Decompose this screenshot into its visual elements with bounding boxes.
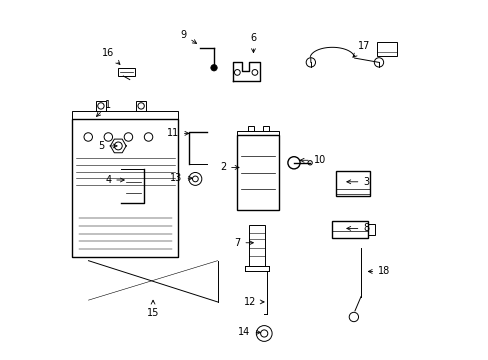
Bar bbox=[237, 131, 278, 135]
Text: 4: 4 bbox=[105, 175, 124, 185]
Text: 8: 8 bbox=[346, 224, 369, 233]
Bar bbox=[335, 171, 369, 196]
Bar bbox=[118, 68, 135, 76]
Bar bbox=[248, 225, 264, 266]
Text: 1: 1 bbox=[96, 100, 111, 116]
Text: 16: 16 bbox=[102, 48, 120, 64]
Text: 6: 6 bbox=[250, 33, 256, 53]
Bar bbox=[72, 111, 178, 119]
Bar bbox=[96, 101, 106, 111]
Text: 11: 11 bbox=[166, 129, 188, 138]
Text: 3: 3 bbox=[346, 177, 369, 187]
Text: 17: 17 bbox=[352, 41, 370, 57]
Bar bbox=[332, 221, 367, 238]
Text: 5: 5 bbox=[98, 141, 117, 151]
Text: 10: 10 bbox=[300, 155, 325, 165]
Circle shape bbox=[210, 64, 217, 71]
Text: 7: 7 bbox=[234, 238, 253, 248]
Text: 13: 13 bbox=[170, 173, 192, 183]
Text: 12: 12 bbox=[243, 297, 264, 307]
Bar bbox=[72, 119, 178, 257]
Text: 15: 15 bbox=[146, 300, 159, 318]
Bar bbox=[263, 126, 268, 131]
Bar bbox=[367, 225, 374, 234]
Text: 9: 9 bbox=[180, 30, 196, 44]
Text: 18: 18 bbox=[367, 266, 390, 276]
Bar bbox=[376, 42, 396, 56]
Text: 2: 2 bbox=[220, 162, 239, 172]
Bar bbox=[247, 126, 253, 131]
Bar bbox=[136, 101, 146, 111]
Text: 14: 14 bbox=[238, 327, 260, 337]
Bar bbox=[237, 135, 278, 211]
